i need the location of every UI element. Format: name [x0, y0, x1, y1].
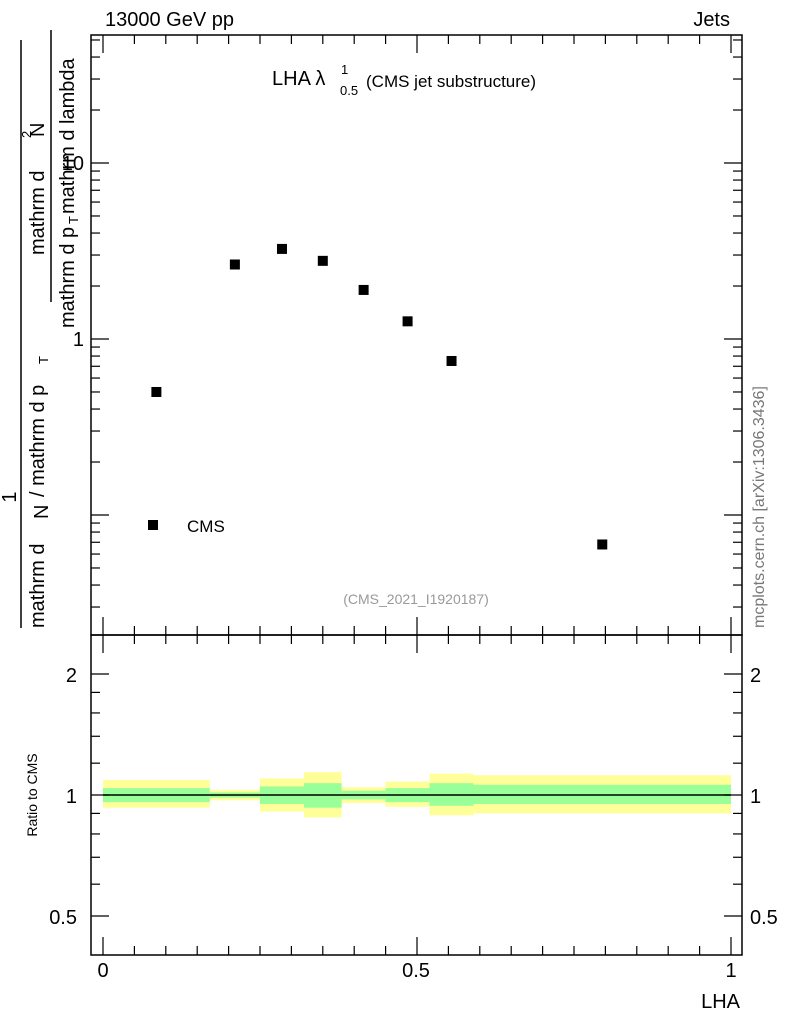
plot-title-subscript: 0.5 [340, 83, 358, 98]
ylabel-num-main: mathrm d [27, 171, 49, 255]
ratio-uncertainty-bands [103, 772, 731, 818]
ylabel-den-1: mathrm d [27, 544, 49, 628]
ytick-label-1: 1 [73, 329, 84, 351]
main-plot-frame [90, 34, 743, 636]
main-y-axis-label: 1 mathrm d 2 N mathrm d N / mathrm d p T… [0, 30, 81, 628]
data-point-cms [402, 316, 413, 327]
xtick-label-0: 0 [97, 960, 108, 982]
ratio-ytick-2-left: 2 [66, 665, 77, 687]
ylabel-den-1-mid: / mathrm d p [27, 385, 49, 497]
legend-marker-cms [148, 520, 158, 530]
ratio-x-ticks [102, 635, 732, 955]
main-x-ticks [102, 35, 732, 635]
data-point-cms [151, 386, 162, 397]
ylabel-num-sup: 2 [19, 131, 34, 138]
ylabel-den-2-T: T [66, 216, 81, 224]
xtick-label-0.5: 0.5 [402, 960, 430, 982]
ytick-label-10: 10 [62, 153, 84, 175]
header-energy-label: 13000 GeV pp [105, 9, 234, 31]
ratio-ytick-0.5-left: 0.5 [49, 907, 77, 929]
data-point-cms [446, 355, 457, 366]
analysis-label: (CMS_2021_I1920187) [343, 591, 489, 607]
data-point-cms [358, 284, 369, 295]
xtick-label-1: 1 [725, 960, 736, 982]
ratio-ytick-0.5-right: 0.5 [750, 907, 778, 929]
x-axis-label: LHA [701, 991, 741, 1013]
ratio-y-ticks [91, 673, 742, 917]
data-point-cms [276, 243, 287, 254]
legend-label-cms: CMS [187, 517, 225, 536]
data-point-cms [597, 539, 608, 550]
plot-title-main: LHA λ [272, 68, 325, 90]
ratio-ytick-2-right: 2 [750, 665, 761, 687]
plot-title-suffix: (CMS jet substructure) [366, 72, 536, 91]
ylabel-numerator-1: 1 [0, 491, 21, 502]
data-point-cms [317, 255, 328, 266]
plot-title-superscript: 1 [341, 62, 348, 77]
ylabel-den-1-sub: N [31, 505, 53, 519]
ratio-ytick-1-right: 1 [750, 786, 761, 808]
ylabel-den-1-mathrm: mathrm d [27, 544, 49, 628]
mcplots-watermark: mcplots.cern.ch [arXiv:1306.3436] [751, 386, 768, 628]
ylabel-den-1-T: T [36, 356, 51, 364]
ylabel-den-2-post: mathrm d lambda [57, 58, 79, 214]
main-y-ticks [91, 39, 742, 608]
ratio-y-axis-label: Ratio to CMS [24, 753, 40, 836]
header-process-label: Jets [693, 9, 730, 31]
data-points [151, 243, 608, 550]
ylabel-num-mathrm: mathrm d [27, 171, 49, 255]
ylabel-den-2: mathrm d p [57, 227, 79, 328]
ratio-ytick-1-left: 1 [66, 786, 77, 808]
ylabel-num-N: N [27, 123, 49, 137]
data-point-cms [229, 259, 240, 270]
